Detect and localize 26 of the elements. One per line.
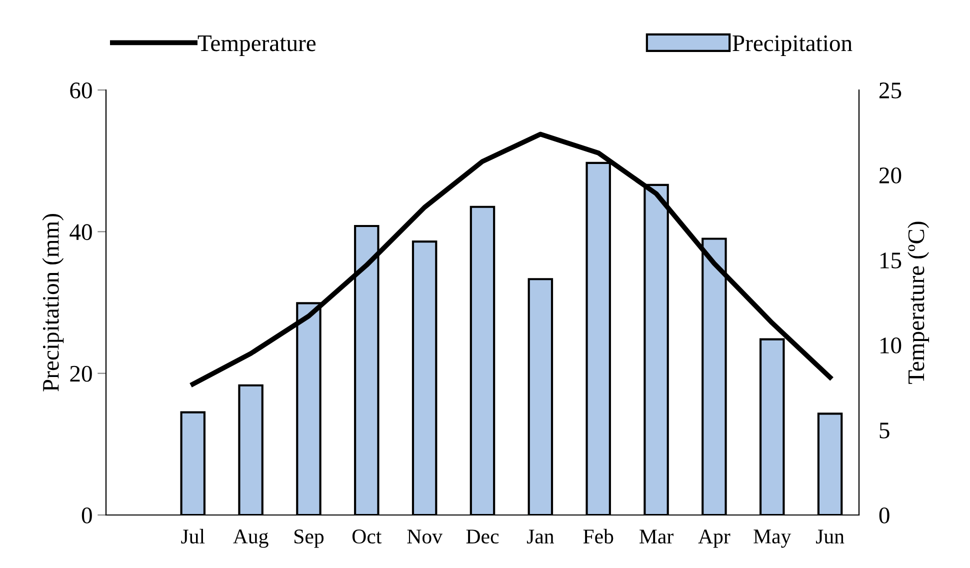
y2-tick-label: 15 (880, 252, 902, 268)
y2-axis-title: Temperature (ºC) (908, 222, 930, 384)
y2-tick-label: 0 (879, 507, 890, 524)
y-tick-label: 60 (70, 82, 92, 98)
x-tick-label: Apr (698, 530, 730, 548)
x-tick-label: Aug (233, 530, 268, 548)
x-tick-label: Oct (352, 530, 382, 544)
y2-tick-label: 5 (880, 422, 890, 438)
x-tick-label: Jun (816, 530, 844, 544)
legend-label: Precipitation (732, 35, 852, 56)
x-tick-label: Sep (294, 530, 324, 548)
legend-label: Temperature (198, 36, 316, 56)
x-tick-label: Jan (526, 530, 554, 544)
x-tick-label: Nov (407, 530, 443, 544)
y-tick-label: 40 (70, 224, 92, 240)
x-tick-label: Feb (583, 528, 614, 544)
y2-tick-label: 25 (879, 82, 902, 98)
x-tick-label: Jul (181, 528, 205, 544)
x-tick-label: May (754, 530, 792, 548)
y2-tick-label: 20 (879, 167, 902, 184)
x-tick-label: Mar (640, 530, 674, 544)
y-tick-label: 0 (82, 507, 92, 524)
y-axis-title: Precipitation (mm) (42, 214, 64, 392)
y-tick-label: 20 (70, 366, 92, 382)
x-tick-label: Dec (466, 530, 499, 544)
y2-tick-label: 10 (880, 337, 902, 354)
